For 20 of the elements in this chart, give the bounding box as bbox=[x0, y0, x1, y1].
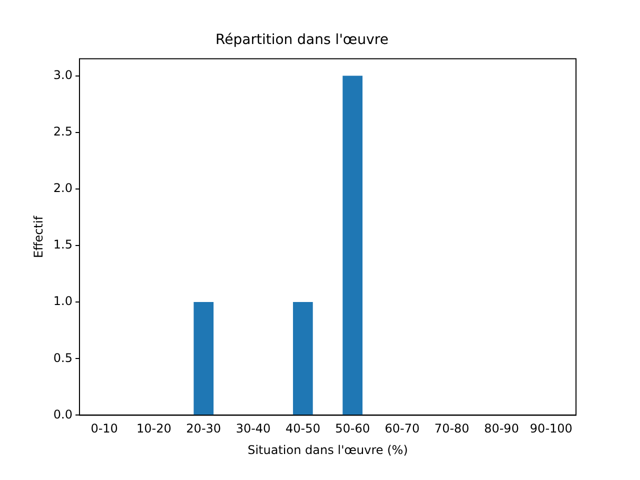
y-tick-label: 2.0 bbox=[53, 181, 72, 196]
x-tick-label: 0-10 bbox=[90, 422, 118, 436]
x-axis-title: Situation dans l'œuvre (%) bbox=[248, 442, 408, 457]
x-tick-label: 60-70 bbox=[384, 422, 420, 436]
x-tick-label: 20-30 bbox=[186, 422, 222, 436]
y-tick-label: 2.5 bbox=[53, 124, 72, 138]
x-tick-label: 70-80 bbox=[434, 422, 470, 436]
x-tick-label: 50-60 bbox=[335, 422, 370, 436]
y-tick-label: 1.0 bbox=[53, 294, 72, 308]
x-tick-label: 90-100 bbox=[530, 422, 572, 436]
x-tick-label: 30-40 bbox=[236, 422, 271, 436]
x-tick-label: 40-50 bbox=[285, 422, 320, 436]
chart-title: Répartition dans l'œuvre bbox=[216, 32, 388, 48]
y-tick-label: 1.5 bbox=[53, 238, 72, 252]
x-tick-label: 10-20 bbox=[136, 422, 172, 436]
y-axis-title: Effectif bbox=[31, 215, 46, 258]
y-tick-label: 0.5 bbox=[53, 350, 72, 365]
y-tick-label: 0.0 bbox=[53, 407, 72, 422]
x-tick-label: 80-90 bbox=[484, 422, 519, 436]
y-tick-label: 3.0 bbox=[53, 68, 72, 82]
